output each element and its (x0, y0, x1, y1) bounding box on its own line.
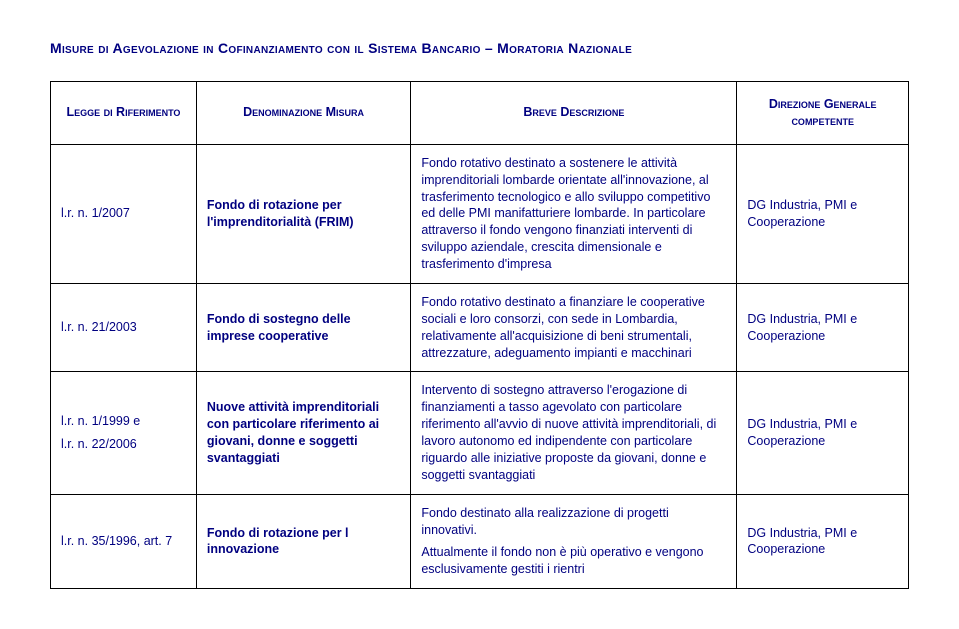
cell-descrizione: Fondo rotativo destinato a sostenere le … (411, 144, 737, 283)
measures-table: Legge di Riferimento Denominazione Misur… (50, 81, 909, 589)
table-body: l.r. n. 1/2007Fondo di rotazione per l'i… (51, 144, 909, 588)
table-row: l.r. n. 35/1996, art. 7Fondo di rotazion… (51, 494, 909, 589)
table-row: l.r. n. 1/2007Fondo di rotazione per l'i… (51, 144, 909, 283)
cell-legge: l.r. n. 35/1996, art. 7 (51, 494, 197, 589)
cell-denominazione: Nuove attività imprenditoriali con parti… (196, 372, 411, 494)
table-header-row: Legge di Riferimento Denominazione Misur… (51, 82, 909, 145)
cell-direzione: DG Industria, PMI e Cooperazione (737, 144, 909, 283)
cell-legge: l.r. n. 1/1999 el.r. n. 22/2006 (51, 372, 197, 494)
col-descrizione: Breve Descrizione (411, 82, 737, 145)
cell-descrizione: Intervento di sostegno attraverso l'erog… (411, 372, 737, 494)
page-title: Misure di Agevolazione in Cofinanziament… (50, 40, 909, 56)
col-legge: Legge di Riferimento (51, 82, 197, 145)
cell-descrizione: Fondo rotativo destinato a finanziare le… (411, 283, 737, 372)
col-denominazione: Denominazione Misura (196, 82, 411, 145)
cell-legge: l.r. n. 1/2007 (51, 144, 197, 283)
cell-denominazione: Fondo di rotazione per l innovazione (196, 494, 411, 589)
cell-direzione: DG Industria, PMI e Cooperazione (737, 494, 909, 589)
col-direzione: Direzione Generale competente (737, 82, 909, 145)
cell-direzione: DG Industria, PMI e Cooperazione (737, 372, 909, 494)
cell-denominazione: Fondo di rotazione per l'imprenditoriali… (196, 144, 411, 283)
cell-descrizione: Fondo destinato alla realizzazione di pr… (411, 494, 737, 589)
cell-denominazione: Fondo di sostegno delle imprese cooperat… (196, 283, 411, 372)
cell-direzione: DG Industria, PMI e Cooperazione (737, 283, 909, 372)
table-row: l.r. n. 21/2003Fondo di sostegno delle i… (51, 283, 909, 372)
table-row: l.r. n. 1/1999 el.r. n. 22/2006Nuove att… (51, 372, 909, 494)
cell-legge: l.r. n. 21/2003 (51, 283, 197, 372)
